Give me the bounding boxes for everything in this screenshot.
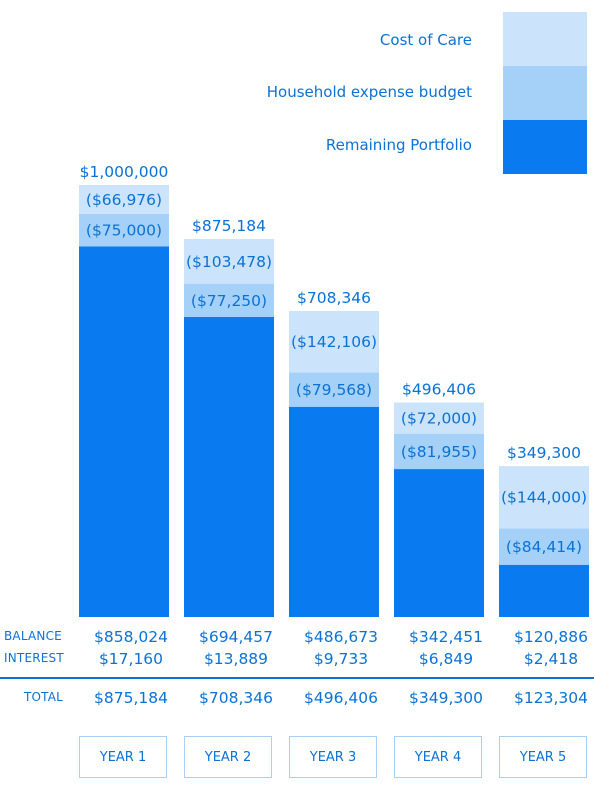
balance-cell: $120,886 <box>514 628 588 646</box>
total-divider <box>0 677 594 679</box>
bar-total-label: $875,184 <box>192 217 266 235</box>
portfolio-segment <box>184 316 274 617</box>
total-cell: $875,184 <box>94 689 168 707</box>
portfolio-segment <box>289 406 379 617</box>
total-cell: $496,406 <box>304 689 378 707</box>
segment-value-label: ($72,000) <box>401 410 477 428</box>
interest-cell: $9,733 <box>313 650 369 668</box>
household-segment <box>499 528 589 565</box>
portfolio-segment <box>394 469 484 617</box>
segment-value-label: ($142,106) <box>291 333 377 351</box>
bar-total-label: $1,000,000 <box>80 163 169 181</box>
interest-row-label: INTEREST <box>4 651 64 665</box>
cost-of-care-segment <box>184 238 274 284</box>
balance-cell: $858,024 <box>94 628 168 646</box>
bar-total-label: $496,406 <box>402 381 476 399</box>
year-5-button[interactable]: YEAR 5 <box>499 736 587 778</box>
total-cell: $123,304 <box>514 689 588 707</box>
cost-of-care-segment <box>394 402 484 434</box>
household-segment <box>289 372 379 407</box>
legend-label-household: Household expense budget <box>266 83 472 101</box>
year-2-button[interactable]: YEAR 2 <box>184 736 272 778</box>
cost-of-care-segment <box>499 466 589 529</box>
legend-swatch <box>503 66 587 120</box>
interest-cell: $17,160 <box>98 650 164 668</box>
balance-row-label: BALANCE <box>4 629 62 643</box>
legend-label-portfolio: Remaining Portfolio <box>325 136 472 154</box>
segment-value-label: ($81,955) <box>401 443 477 461</box>
portfolio-segment <box>79 246 169 618</box>
balance-cell: $486,673 <box>304 628 378 646</box>
legend-label-cost-of-care: Cost of Care <box>379 31 472 49</box>
segment-value-label: ($66,976) <box>86 191 162 209</box>
segment-value-label: ($84,414) <box>506 538 582 556</box>
cost-of-care-segment <box>79 185 169 214</box>
segment-value-label: ($144,000) <box>501 489 587 507</box>
household-segment <box>79 213 169 247</box>
segment-value-label: ($77,250) <box>191 292 267 310</box>
interest-cell: $6,849 <box>418 650 474 668</box>
interest-cell: $2,418 <box>523 650 579 668</box>
total-row-label: TOTAL <box>24 690 64 704</box>
bar-total-label: $708,346 <box>297 289 371 307</box>
cost-of-care-segment <box>289 310 379 373</box>
year-1-button[interactable]: YEAR 1 <box>79 736 167 778</box>
legend-swatches <box>503 12 587 174</box>
year-3-button[interactable]: YEAR 3 <box>289 736 377 778</box>
portfolio-segment <box>499 564 589 617</box>
legend-swatch <box>503 12 587 66</box>
balance-cell: $342,451 <box>409 628 483 646</box>
segment-value-label: ($75,000) <box>86 222 162 240</box>
segment-value-label: ($79,568) <box>296 381 372 399</box>
total-cell: $708,346 <box>199 689 273 707</box>
legend-swatch <box>503 120 587 174</box>
stacked-bar-chart: ($75,000) ($66,976) $1,000,000 ($77,250) ($1… <box>79 12 589 618</box>
balance-cell: $694,457 <box>199 628 273 646</box>
household-segment <box>394 433 484 470</box>
year-4-button[interactable]: YEAR 4 <box>394 736 482 778</box>
total-cell: $349,300 <box>409 689 483 707</box>
household-segment <box>184 283 274 317</box>
bar-total-label: $349,300 <box>507 444 581 462</box>
interest-cell: $13,889 <box>203 650 269 668</box>
segment-value-label: ($103,478) <box>186 253 272 271</box>
bars: ($75,000) ($66,976) $1,000,000 ($77,250) ($1… <box>79 163 589 618</box>
